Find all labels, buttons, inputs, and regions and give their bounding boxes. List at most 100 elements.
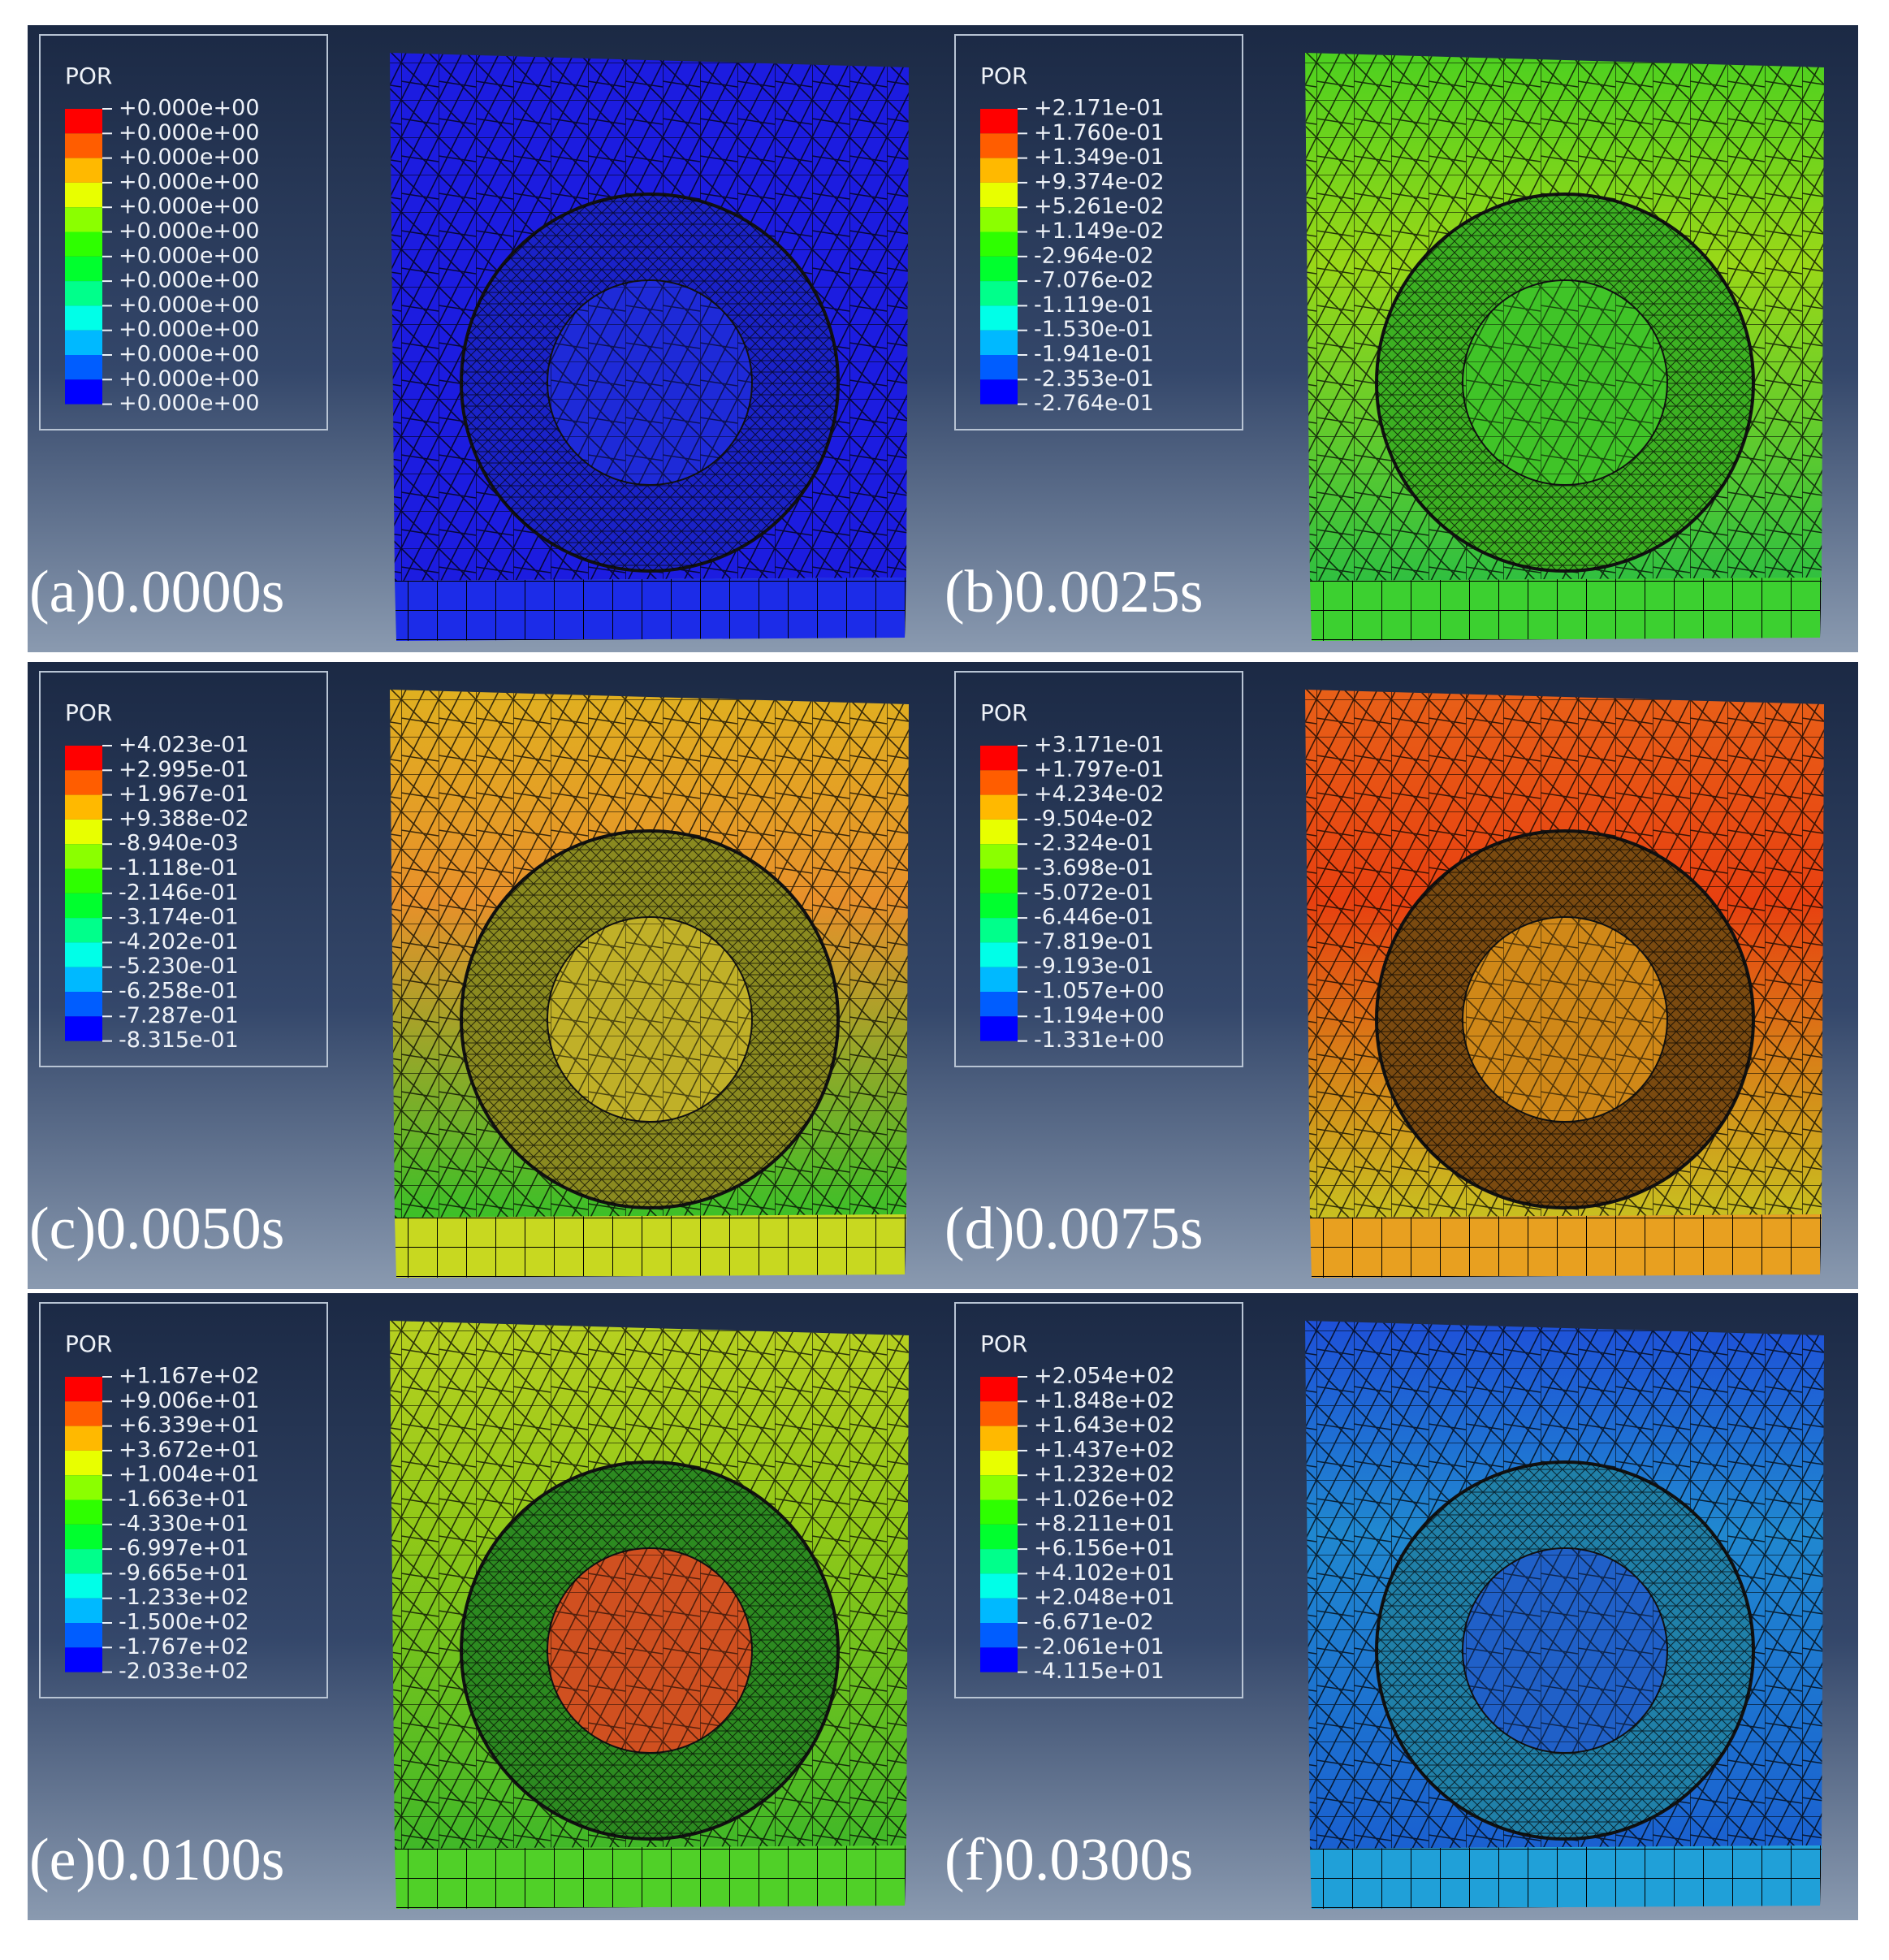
panel-caption: (f)0.0300s bbox=[944, 1827, 1193, 1893]
legend-label: -9.504e-02 bbox=[1034, 806, 1154, 831]
legend-color-band bbox=[65, 1573, 102, 1599]
pipe-core-mesh bbox=[547, 1548, 752, 1753]
legend-label: -6.258e-01 bbox=[119, 979, 239, 1004]
legend-color-band bbox=[65, 207, 102, 232]
legend-color-band bbox=[65, 893, 102, 919]
legend-label: -7.076e-02 bbox=[1034, 268, 1154, 293]
legend-color-band bbox=[65, 231, 102, 257]
legend-label: -1.500e+02 bbox=[119, 1610, 249, 1635]
legend-color-band bbox=[980, 844, 1018, 869]
legend-color-band bbox=[65, 1401, 102, 1426]
legend-label: -2.146e-01 bbox=[119, 880, 239, 905]
pipe-core-mesh bbox=[1463, 280, 1667, 485]
legend-color-band bbox=[980, 158, 1018, 183]
legend-color-band bbox=[980, 330, 1018, 355]
legend-color-band bbox=[65, 1475, 102, 1500]
legend-label: -1.119e-01 bbox=[1034, 292, 1154, 318]
legend-color-band bbox=[65, 770, 102, 795]
legend-label: +0.000e+00 bbox=[119, 391, 260, 416]
legend-label: +0.000e+00 bbox=[119, 96, 260, 121]
legend-label: -3.698e-01 bbox=[1034, 855, 1154, 880]
legend-label: +9.006e+01 bbox=[119, 1388, 260, 1413]
legend-color-band bbox=[980, 133, 1018, 158]
legend-label: +1.232e+02 bbox=[1034, 1462, 1175, 1487]
legend-color-band bbox=[65, 133, 102, 158]
panel: POR +4.023e-01+2.995e-01+1.967e-01+9.388e… bbox=[28, 662, 943, 1289]
legend-title: POR bbox=[65, 63, 112, 89]
legend-label: -2.033e+02 bbox=[119, 1659, 249, 1684]
legend-label: +0.000e+00 bbox=[119, 218, 260, 244]
pipe-core-mesh bbox=[1463, 917, 1667, 1122]
legend-label: -2.324e-01 bbox=[1034, 831, 1154, 856]
legend-label: +0.000e+00 bbox=[119, 243, 260, 268]
legend-box bbox=[39, 671, 328, 1067]
legend-label: +1.967e-01 bbox=[119, 781, 249, 807]
legend-label: +4.102e+01 bbox=[1034, 1560, 1175, 1586]
panel-caption: (d)0.0075s bbox=[944, 1196, 1204, 1262]
legend-label: +1.349e-01 bbox=[1034, 145, 1165, 170]
legend-label: -6.446e-01 bbox=[1034, 905, 1154, 930]
legend-label: +1.848e+02 bbox=[1034, 1388, 1175, 1413]
legend-label: +2.171e-01 bbox=[1034, 96, 1165, 121]
legend-color-band bbox=[980, 942, 1018, 967]
legend-label: +1.149e-02 bbox=[1034, 218, 1165, 244]
legend-color-band bbox=[65, 942, 102, 967]
legend-label: -8.315e-01 bbox=[119, 1028, 239, 1053]
legend-label: -1.941e-01 bbox=[1034, 342, 1154, 367]
legend-label: +9.388e-02 bbox=[119, 806, 249, 831]
legend-color-band bbox=[65, 868, 102, 893]
legend-color-band bbox=[980, 746, 1018, 771]
legend-label: +1.167e+02 bbox=[119, 1364, 260, 1389]
legend-label: -1.057e+00 bbox=[1034, 979, 1165, 1004]
panel: POR +1.167e+02+9.006e+01+6.339e+01+3.672e… bbox=[28, 1293, 943, 1920]
legend-color-band bbox=[65, 256, 102, 282]
legend-color-band bbox=[65, 330, 102, 355]
pipe-core-mesh bbox=[547, 280, 752, 485]
legend-label: -9.193e-01 bbox=[1034, 954, 1154, 979]
panel-caption: (c)0.0050s bbox=[29, 1196, 284, 1262]
legend-color-band bbox=[65, 918, 102, 943]
panel-caption: (a)0.0000s bbox=[29, 559, 284, 625]
legend-color-band bbox=[65, 1524, 102, 1550]
legend-color-band bbox=[980, 379, 1018, 405]
legend-color-band bbox=[980, 281, 1018, 306]
legend-color-band bbox=[980, 1573, 1018, 1599]
model-base-mesh bbox=[1310, 578, 1822, 641]
pipe-core-mesh bbox=[547, 917, 752, 1122]
legend-color-band bbox=[65, 992, 102, 1017]
legend-label: +2.995e-01 bbox=[119, 757, 249, 782]
legend-label: +4.023e-01 bbox=[119, 733, 249, 758]
model-base-mesh bbox=[395, 578, 906, 641]
legend-box bbox=[954, 1302, 1243, 1698]
legend-color-band bbox=[980, 1499, 1018, 1525]
legend-label: -9.665e+01 bbox=[119, 1560, 249, 1586]
legend-label: +8.211e+01 bbox=[1034, 1511, 1175, 1536]
legend-color-band bbox=[980, 1377, 1018, 1402]
legend-title: POR bbox=[65, 699, 112, 726]
legend-color-band bbox=[65, 158, 102, 183]
legend-color-band bbox=[65, 1647, 102, 1672]
legend-color-band bbox=[980, 770, 1018, 795]
legend-color-band bbox=[65, 1016, 102, 1041]
model-base-mesh bbox=[1310, 1845, 1822, 1909]
legend-label: +3.171e-01 bbox=[1034, 733, 1165, 758]
legend-label: +6.156e+01 bbox=[1034, 1536, 1175, 1561]
model-base-mesh bbox=[395, 1214, 906, 1278]
legend-color-band bbox=[980, 355, 1018, 380]
legend-label: +0.000e+00 bbox=[119, 120, 260, 145]
legend-label: -7.287e-01 bbox=[119, 1003, 239, 1028]
legend-label: -2.061e+01 bbox=[1034, 1634, 1165, 1659]
legend-label: -4.115e+01 bbox=[1034, 1659, 1165, 1684]
legend-label: -1.331e+00 bbox=[1034, 1028, 1165, 1053]
legend-color-band bbox=[980, 1450, 1018, 1476]
legend-label: +3.672e+01 bbox=[119, 1437, 260, 1462]
legend-color-band bbox=[65, 182, 102, 208]
panel: POR +2.171e-01+1.760e-01+1.349e-01+9.374e… bbox=[943, 25, 1858, 652]
legend-label: +4.234e-02 bbox=[1034, 781, 1165, 807]
legend-label: -2.764e-01 bbox=[1034, 391, 1154, 416]
legend-color-band bbox=[980, 992, 1018, 1017]
legend-color-band bbox=[65, 1549, 102, 1574]
legend-color-band bbox=[65, 1499, 102, 1525]
legend-label: -6.997e+01 bbox=[119, 1536, 249, 1561]
